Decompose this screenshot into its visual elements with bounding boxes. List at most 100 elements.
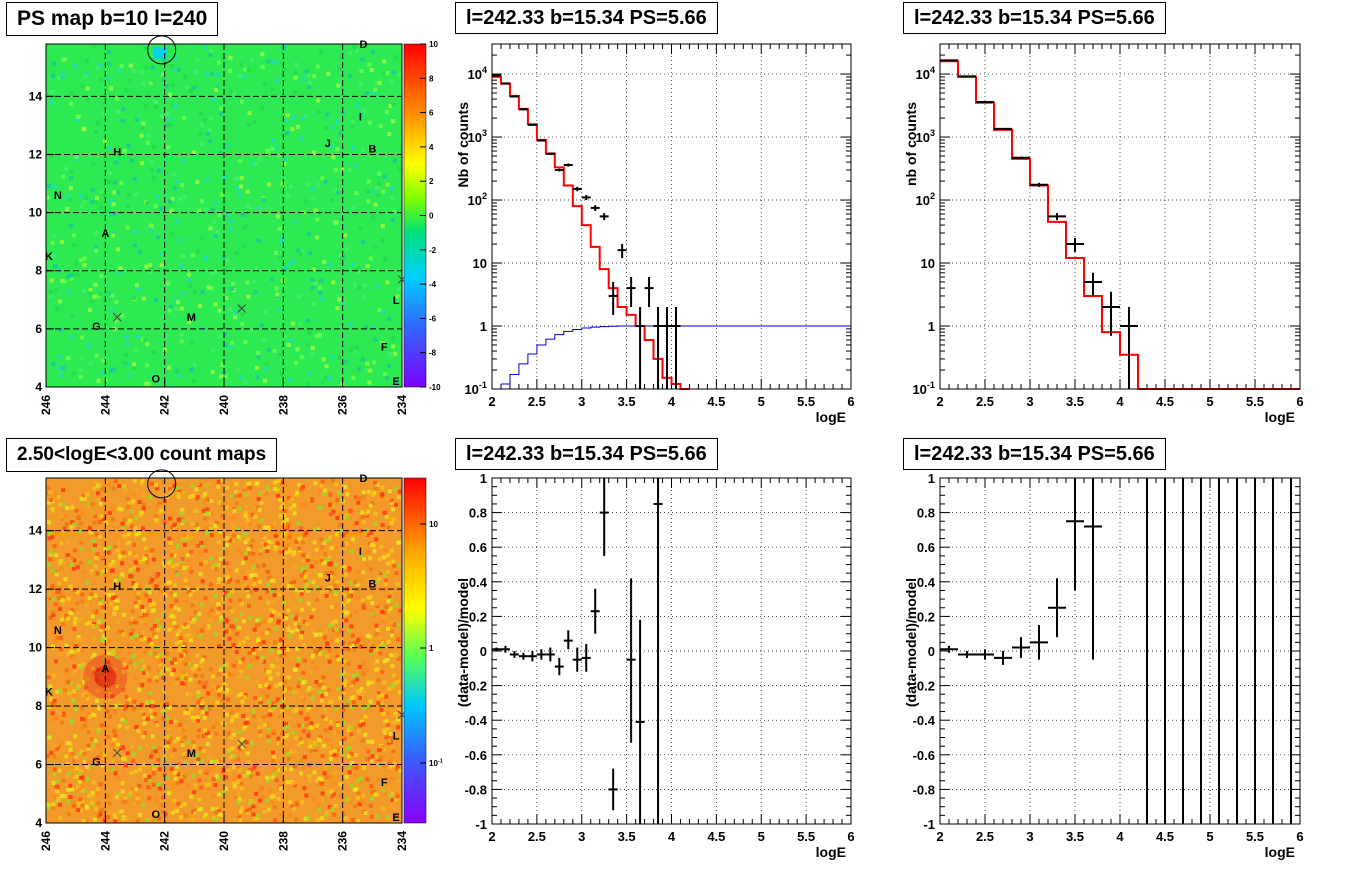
cm-map-pixel <box>80 799 85 804</box>
cm-map-pixel <box>234 501 239 506</box>
ps-map-pixel <box>265 148 270 153</box>
residual-left-ytick-label: -0.2 <box>465 679 487 694</box>
ps-map-pixel <box>102 110 107 115</box>
cm-map-pixel <box>122 575 127 580</box>
ps-map-pixel <box>319 50 324 55</box>
ps-map-pixel <box>94 245 99 250</box>
cm-map-pixel <box>122 483 127 488</box>
cm-map-pixel <box>343 816 348 821</box>
cm-map-pixel <box>371 543 376 548</box>
cm-map-pixel <box>89 747 94 751</box>
cm-map-pixel <box>80 547 85 552</box>
cm-map-pixel <box>319 586 324 591</box>
cm-map-pixel <box>168 736 173 741</box>
cm-map-pixel <box>68 584 73 589</box>
cm-map-pixel <box>176 801 181 806</box>
cm-map-pixel <box>221 791 225 796</box>
cm-map-pixel <box>117 723 122 728</box>
cm-map-pixel <box>150 700 155 705</box>
ps-map-pixel <box>93 282 98 287</box>
cm-map-pixel <box>196 728 201 732</box>
cm-map-pixel <box>359 634 364 639</box>
cm-map-pixel <box>149 627 154 632</box>
cm-map-pixel <box>185 692 190 696</box>
cm-map-pixel <box>211 674 215 679</box>
cm-map-pixel <box>59 515 64 520</box>
cm-map-pixel <box>365 668 369 673</box>
ps-map-pixel <box>98 292 103 297</box>
cm-map-pixel <box>173 776 178 781</box>
cm-map-pixel <box>369 531 374 536</box>
cm-map-pixel <box>189 794 194 799</box>
cm-map-pixel <box>58 636 63 640</box>
ps-map-pixel <box>70 273 75 277</box>
cm-map-pixel <box>344 530 349 535</box>
cm-map-pixel <box>97 534 102 539</box>
cm-map-pixel <box>272 487 277 491</box>
cm-map-pixel <box>94 807 99 812</box>
cm-map-pixel <box>283 572 288 577</box>
cm-map-pixel <box>368 503 373 508</box>
cm-map-pixel <box>206 782 211 787</box>
ps-map-pixel <box>313 281 318 286</box>
cm-map-pixel <box>381 806 386 811</box>
cm-map-pixel <box>127 650 132 655</box>
cm-map-pixel <box>320 649 325 654</box>
cm-map-pixel <box>147 699 152 704</box>
cm-map-pixel <box>195 523 200 527</box>
cm-map-pixel <box>180 742 185 747</box>
ps-map-pixel <box>327 262 332 267</box>
cm-map-pixel <box>325 761 329 766</box>
ps-map-pixel <box>298 321 303 326</box>
cm-map-pixel <box>363 732 368 737</box>
cm-map-pixel <box>299 526 303 531</box>
ps-map-pixel <box>369 68 374 72</box>
cm-map-pixel <box>358 545 363 550</box>
cm-map-pixel <box>142 537 146 542</box>
cm-map-pixel <box>236 693 241 698</box>
cm-map-pixel <box>85 760 90 764</box>
cm-map-pixel <box>344 797 349 802</box>
cm-map-pixel <box>276 736 281 741</box>
cm-map-pixel <box>316 807 321 812</box>
cm-map-pixel <box>133 664 138 669</box>
cm-map-pixel <box>315 650 320 655</box>
cm-map-pixel <box>196 718 200 723</box>
cm-map-pixel <box>212 816 217 821</box>
ps-map-pixel <box>214 201 219 206</box>
ps-map-pixel <box>159 114 164 119</box>
cm-map-pixel <box>323 707 328 712</box>
cm-map-pixel <box>349 624 354 629</box>
ps-map-pixel <box>306 73 311 78</box>
ps-map-pixel <box>339 257 344 262</box>
cm-map-pixel <box>287 546 292 550</box>
cm-map-pixel <box>241 714 246 718</box>
cm-map-pixel <box>307 579 312 584</box>
cm-map-pixel <box>64 667 69 672</box>
cm-map-pixel <box>307 779 312 784</box>
ps-map-pixel <box>180 183 185 188</box>
cm-map-pixel <box>361 671 366 676</box>
cm-map-pixel <box>296 617 301 622</box>
cm-map-pixel <box>178 565 183 570</box>
ps-map-pixel <box>373 337 378 342</box>
cm-map-pixel <box>339 705 344 710</box>
cm-map-pixel <box>220 514 225 519</box>
cm-map-pixel <box>235 491 240 496</box>
cm-map-pixel <box>369 759 374 764</box>
cm-map-pixel <box>259 541 264 546</box>
ps-map-pixel <box>140 125 145 130</box>
cm-map-pixel <box>216 479 221 484</box>
cm-map-pixel <box>154 722 159 727</box>
cm-map-pixel <box>225 485 230 490</box>
ps-map-pixel <box>84 195 89 200</box>
cm-map-pixel <box>375 814 379 819</box>
cm-map-pixel <box>154 514 159 519</box>
cm-map-pixel <box>122 517 127 522</box>
cm-map-pixel <box>346 661 351 666</box>
cm-map-pixel <box>359 517 363 522</box>
ps-map-pixel <box>135 117 139 122</box>
ps-map-pixel <box>311 150 316 155</box>
cm-map-pixel <box>92 479 97 484</box>
cm-map-pixel <box>255 618 260 623</box>
